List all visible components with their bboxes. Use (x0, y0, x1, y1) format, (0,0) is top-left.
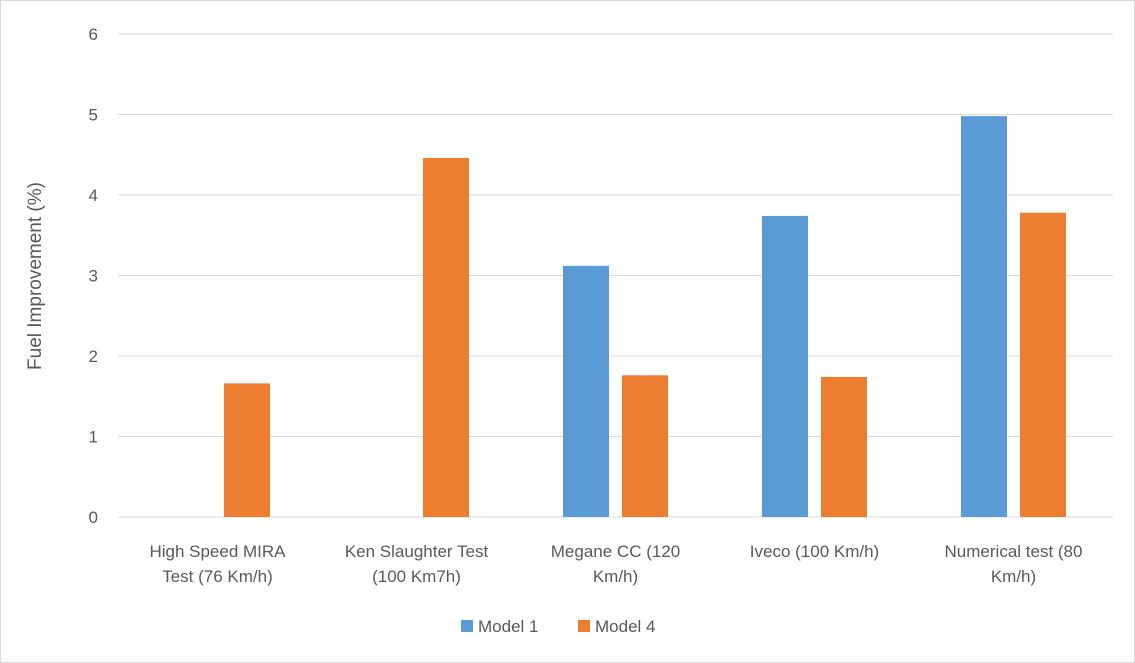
y-axis-ticks: 0 1 2 3 4 5 6 (89, 25, 98, 527)
y-tick-label: 5 (89, 106, 98, 125)
y-tick-label: 3 (89, 267, 98, 286)
y-axis-title: Fuel Improvement (%) (25, 182, 46, 370)
y-tick-label: 2 (89, 347, 98, 366)
bar-model-1 (961, 116, 1007, 518)
x-category-label: Megane CC (120 Km/h) (551, 542, 680, 586)
bar-model-1 (762, 215, 808, 517)
gridlines (118, 33, 1113, 518)
x-category-label: Ken Slaughter Test (100 Km7h) (345, 542, 489, 586)
bar-model-4 (1020, 212, 1066, 517)
y-tick-label: 4 (89, 186, 98, 205)
bar-model-4 (224, 383, 270, 517)
legend: Model 1 Model 4 (461, 617, 655, 636)
x-category-label: Iveco (100 Km/h) (750, 542, 879, 561)
bar-model-4 (423, 157, 469, 517)
x-category-label: Numerical test (80 Km/h) (945, 542, 1083, 586)
x-axis-labels: High Speed MIRA Test (76 Km/h) Ken Slaught… (149, 542, 1082, 586)
bars (224, 116, 1066, 518)
y-tick-label: 1 (89, 428, 98, 447)
bar-model-4 (622, 375, 668, 517)
bar-model-4 (821, 376, 867, 517)
y-tick-label: 6 (89, 25, 98, 44)
legend-swatch (578, 620, 590, 632)
legend-swatch (461, 620, 473, 632)
legend-label: Model 4 (595, 617, 655, 636)
bar-model-1 (563, 265, 609, 517)
x-category-label: High Speed MIRA Test (76 Km/h) (149, 542, 286, 586)
legend-label: Model 1 (478, 617, 538, 636)
y-tick-label: 0 (89, 508, 98, 527)
